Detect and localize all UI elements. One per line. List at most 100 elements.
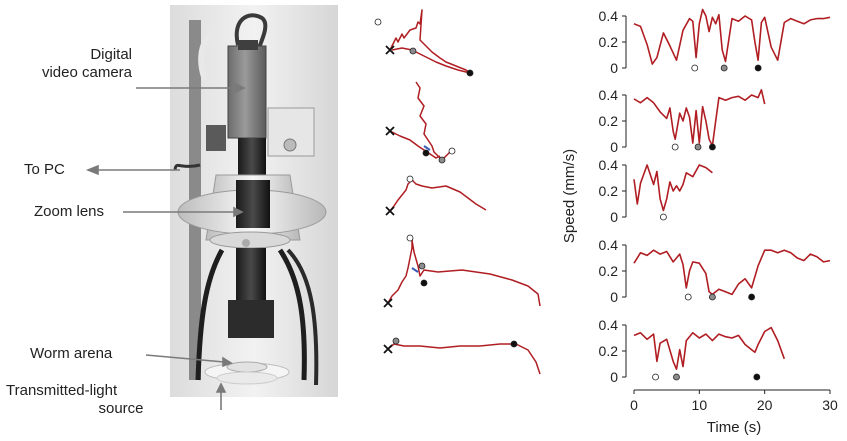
worm-arena-label: Worm arena <box>30 345 113 362</box>
camera-body <box>227 45 267 139</box>
controller-box <box>267 107 315 157</box>
speed-marker-open <box>691 64 699 72</box>
y-tick-label: 0.4 <box>599 237 619 253</box>
x-tick-label: 30 <box>822 397 838 413</box>
speed-marker-open <box>684 293 692 301</box>
speed-series-2 <box>633 89 766 147</box>
arena-pointer-head <box>222 356 233 368</box>
camera-pointer-head <box>235 82 246 94</box>
traj5-grey-marker <box>392 337 400 345</box>
traj1-black-marker <box>466 69 474 77</box>
speed-marker-grey <box>720 64 728 72</box>
traj4-black-marker <box>420 279 428 287</box>
start-cross-4 <box>383 298 393 308</box>
trajectory-3 <box>389 179 487 212</box>
x-tick-label: 10 <box>692 397 708 413</box>
traj3-open-marker <box>406 175 414 183</box>
fiber-cable-right <box>277 248 307 381</box>
traj2-black-marker <box>422 149 430 157</box>
speed-series-5 <box>633 326 786 370</box>
speed-panel-2: 0 0.2 0.4 <box>599 87 766 155</box>
trajectory-1-tail <box>391 47 471 74</box>
traj1-grey-marker <box>409 47 417 55</box>
light-source-label-line1: Transmitted-light <box>6 382 118 399</box>
speed-marker-black <box>709 143 716 151</box>
traj2-grey-marker <box>438 156 446 164</box>
lens-screw <box>242 239 250 247</box>
trajectory-2-b <box>415 81 451 161</box>
speed-panel-5: 0 0.2 0.4 <box>599 317 786 385</box>
zoom-lens-label: Zoom lens <box>34 203 105 220</box>
speed-marker-black <box>754 64 762 72</box>
traj1-open-marker <box>374 18 382 26</box>
y-tick-label: 0 <box>610 289 618 305</box>
speed-panel-1: 0 0.2 0.4 <box>599 8 831 76</box>
y-axis-label: Speed (mm/s) <box>561 149 578 243</box>
traj2-open-marker <box>448 147 456 155</box>
camera-label-line1: Digital <box>90 46 132 63</box>
y-tick-label: 0.4 <box>599 87 619 103</box>
speed-marker-open <box>652 373 659 381</box>
traj5-black-marker <box>510 340 518 348</box>
speed-marker-open <box>660 213 667 221</box>
x-axis-label: Time (s) <box>707 419 761 436</box>
zoom-pointer-head <box>233 206 244 218</box>
speed-marker-black <box>748 293 755 301</box>
y-tick-label: 0.2 <box>599 343 619 359</box>
camera-label-line2: video camera <box>41 64 132 81</box>
y-tick-label: 0.2 <box>599 263 619 279</box>
trajectory-1 <box>389 9 471 74</box>
speed-marker-grey <box>709 293 716 301</box>
y-tick-label: 0.2 <box>599 34 619 50</box>
start-cross-5 <box>383 344 393 354</box>
y-tick-label: 0.4 <box>599 157 619 173</box>
y-tick-label: 0 <box>610 369 618 385</box>
y-tick-label: 0.4 <box>599 8 619 24</box>
x-axis: 0 10 20 30 <box>630 389 838 413</box>
light-source-plate <box>216 371 278 385</box>
pc-cable <box>173 163 201 171</box>
start-cross-1 <box>385 45 395 55</box>
to-pc-label: To PC <box>24 161 65 178</box>
source-pointer-head <box>215 382 227 393</box>
trajectory-5 <box>387 343 541 375</box>
start-cross-3 <box>385 206 395 216</box>
plot-layer: 0 0.2 0.4 0 0.2 0.4 0 0.2 0.4 0 0.2 0.4 0 0.2 0.4 0 10 20… <box>599 8 838 413</box>
traj4-grey-marker <box>418 262 426 270</box>
focus-knob <box>206 125 226 151</box>
y-tick-label: 0 <box>610 209 618 225</box>
x-tick-label: 20 <box>757 397 773 413</box>
speed-series-1 <box>633 8 831 65</box>
speed-series-3 <box>633 164 713 212</box>
speed-marker-grey <box>673 373 680 381</box>
speed-marker-grey <box>694 143 702 151</box>
zoom-lens-barrel <box>236 180 270 228</box>
speed-series-4 <box>633 249 831 296</box>
y-tick-label: 0.2 <box>599 113 619 129</box>
speed-marker-black <box>753 373 761 381</box>
speed-panel-3: 0 0.2 0.4 <box>599 157 713 225</box>
fiber-cable-right-2 <box>286 248 319 386</box>
y-tick-label: 0.2 <box>599 183 619 199</box>
camera-cable <box>234 13 268 56</box>
controller-knob <box>283 138 297 152</box>
y-tick-label: 0 <box>610 139 618 155</box>
y-tick-label: 0 <box>610 60 618 76</box>
trajectory-2 <box>389 130 441 159</box>
trajectory-2-blue-segment <box>423 145 431 151</box>
start-cross-2 <box>385 126 395 136</box>
x-tick-label: 0 <box>630 397 638 413</box>
to-pc-pointer-head <box>85 164 99 176</box>
light-source-label-line2: source <box>98 400 144 417</box>
fiber-cable-left <box>195 248 225 381</box>
camera-connector <box>238 40 258 50</box>
speed-panel-4: 0 0.2 0.4 <box>599 237 831 305</box>
trajectory-4-blue-segment <box>411 267 419 273</box>
y-tick-label: 0.4 <box>599 317 619 333</box>
arena-pointer <box>145 354 225 363</box>
trajectory-4 <box>387 239 541 307</box>
traj4-open-marker <box>406 234 414 242</box>
